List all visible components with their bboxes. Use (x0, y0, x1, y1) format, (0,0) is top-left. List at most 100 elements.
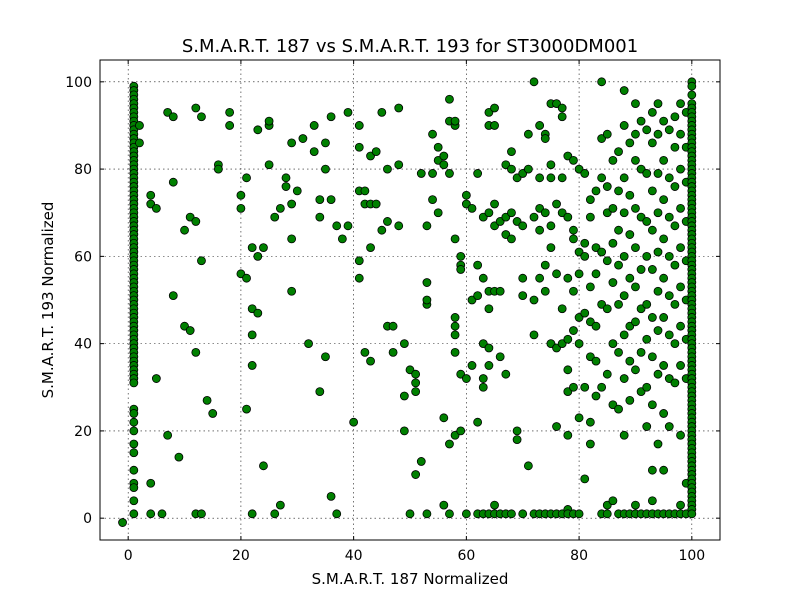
data-point (676, 243, 685, 253)
data-point (569, 225, 578, 235)
data-point (309, 147, 319, 157)
data-point (676, 99, 685, 109)
data-point (129, 509, 139, 519)
data-point (439, 151, 449, 161)
data-point (456, 251, 466, 261)
data-point (602, 182, 612, 191)
data-point (129, 496, 139, 506)
data-point (647, 265, 657, 274)
data-point (433, 142, 443, 152)
data-point (631, 203, 640, 213)
y-tick-label: 20 (74, 424, 92, 440)
data-point (619, 291, 629, 301)
grid-layer (100, 60, 720, 540)
data-point (608, 496, 618, 506)
data-point (557, 173, 567, 183)
data-point (383, 217, 392, 226)
data-point (315, 387, 325, 397)
data-point (614, 347, 623, 357)
data-point (597, 247, 607, 257)
data-point (275, 500, 285, 510)
data-point (563, 430, 573, 440)
data-point (337, 234, 347, 244)
data-point (676, 321, 685, 331)
data-point (242, 173, 251, 183)
data-point (518, 509, 528, 519)
data-point (642, 334, 652, 344)
data-point (580, 474, 590, 484)
data-point (670, 112, 680, 122)
data-point (129, 417, 139, 427)
data-point (383, 164, 392, 174)
data-point (518, 221, 528, 231)
data-point (636, 347, 646, 357)
data-point (574, 269, 584, 279)
data-point (456, 265, 466, 274)
data-point (608, 203, 618, 213)
data-point (450, 234, 460, 244)
data-point (642, 217, 652, 226)
data-point (411, 470, 421, 479)
data-point (129, 426, 139, 436)
data-point (422, 295, 432, 305)
data-point (602, 369, 612, 379)
data-point (168, 291, 178, 301)
data-point (602, 509, 612, 519)
data-point (569, 286, 578, 296)
data-point (197, 509, 206, 519)
data-point (343, 221, 353, 231)
data-point (354, 273, 364, 283)
data-point (242, 273, 251, 283)
data-point (619, 330, 629, 340)
data-point (647, 186, 657, 196)
data-point (608, 238, 618, 248)
data-point (247, 330, 257, 340)
data-point (450, 313, 460, 322)
data-point (614, 147, 623, 157)
data-point (585, 417, 595, 427)
data-point (247, 243, 257, 253)
data-point (315, 212, 325, 222)
data-point (569, 326, 578, 335)
data-point (580, 251, 590, 261)
data-point (631, 317, 640, 327)
data-point (659, 409, 669, 418)
y-tick-label: 40 (74, 337, 92, 353)
data-point (585, 195, 595, 205)
data-point (631, 365, 640, 375)
data-point (191, 347, 201, 357)
data-point (659, 361, 669, 370)
data-point (507, 234, 516, 244)
data-point (659, 465, 669, 475)
data-point (676, 164, 685, 174)
data-point (540, 260, 550, 270)
data-point (185, 326, 195, 335)
data-point (270, 509, 280, 519)
data-point (259, 243, 268, 253)
data-point (614, 225, 623, 235)
data-point (557, 304, 567, 314)
data-point (636, 116, 646, 126)
data-point (298, 134, 308, 143)
data-point (450, 347, 460, 357)
data-point (676, 430, 685, 440)
data-point (552, 269, 561, 279)
data-point (563, 212, 573, 222)
data-point (546, 173, 556, 183)
data-point (591, 391, 601, 401)
x-tick-label: 80 (570, 548, 588, 564)
data-point (664, 251, 674, 261)
data-point (580, 382, 590, 392)
data-point (614, 186, 623, 196)
data-point (354, 121, 364, 130)
data-point (371, 199, 381, 209)
data-point (602, 129, 612, 139)
data-point (647, 225, 657, 235)
y-tick-label: 100 (65, 75, 92, 91)
data-point (253, 308, 263, 318)
data-point (619, 86, 629, 95)
data-point (321, 138, 330, 148)
data-point (631, 243, 640, 253)
data-point (636, 265, 646, 274)
